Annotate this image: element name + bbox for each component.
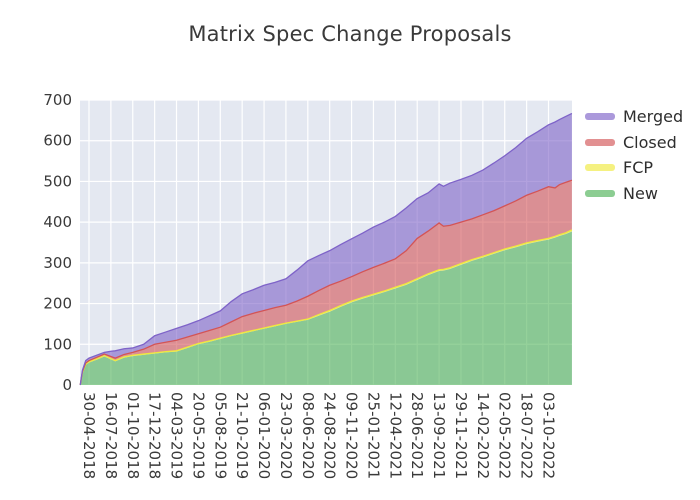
y-tick-labels: 0 100 200 300 400 500 600 700 — [43, 91, 72, 394]
x-tick-label: 23-03-2020 — [277, 392, 295, 479]
x-tick-label: 30-04-2018 — [80, 392, 98, 479]
edge-merged — [79, 112, 573, 386]
y-tick-label: 100 — [43, 335, 72, 353]
x-tick-label: 02-05-2022 — [496, 392, 514, 479]
x-tick-label: 09-11-2020 — [343, 392, 361, 479]
y-tick-label: 300 — [43, 254, 72, 272]
y-tick-label: 700 — [43, 91, 72, 109]
legend-label: FCP — [623, 158, 654, 178]
x-tick-label: 16-07-2018 — [102, 392, 120, 479]
x-tick-label: 28-06-2021 — [408, 392, 426, 479]
x-tick-label: 08-06-2020 — [299, 392, 317, 479]
legend-item-closed: Closed — [585, 134, 683, 151]
x-tick-label: 05-08-2019 — [211, 392, 229, 479]
legend-label: Merged — [623, 107, 684, 126]
legend-item-new: New — [585, 185, 683, 202]
chart-title: Matrix Spec Change Proposals — [188, 22, 512, 46]
x-tick-label: 13-09-2021 — [430, 392, 448, 479]
x-tick-label: 21-10-2019 — [233, 392, 251, 479]
y-tick-label: 500 — [43, 172, 72, 190]
y-tick-label: 600 — [43, 132, 72, 150]
y-tick-label: 400 — [43, 213, 72, 231]
legend-label: New — [623, 183, 658, 203]
y-tick-label: 200 — [43, 295, 72, 313]
legend: Merged Closed FCP New — [585, 108, 683, 210]
x-tick-label: 17-12-2018 — [146, 392, 164, 479]
x-tick-label: 18-07-2022 — [518, 392, 536, 479]
x-tick-label: 24-08-2020 — [321, 392, 339, 479]
area-closed — [80, 180, 572, 385]
x-tick-label: 20-05-2019 — [189, 392, 207, 479]
legend-item-merged: Merged — [585, 108, 683, 125]
legend-label: Closed — [623, 132, 677, 152]
legend-swatch-fcp — [585, 164, 615, 172]
x-tick-labels: 30-04-2018 16-07-2018 01-10-2018 17-12-2018… — [80, 392, 558, 479]
x-tick-label: 01-10-2018 — [124, 392, 142, 479]
x-tick-label: 14-02-2022 — [474, 392, 492, 479]
x-tick-label: 25-01-2021 — [364, 392, 382, 479]
x-tick-label: 29-11-2021 — [452, 392, 470, 479]
area-new — [80, 231, 572, 385]
legend-item-fcp: FCP — [585, 159, 683, 176]
x-tick-label: 03-10-2022 — [540, 392, 558, 479]
edge-closed — [79, 179, 573, 386]
legend-swatch-closed — [585, 138, 615, 146]
legend-swatch-merged — [585, 113, 615, 120]
legend-swatch-new — [585, 189, 615, 197]
x-tick-label: 12-04-2021 — [386, 392, 404, 479]
x-tick-label: 06-01-2020 — [255, 392, 273, 479]
edge-fcp — [79, 229, 573, 386]
y-tick-label: 0 — [62, 376, 72, 394]
x-tick-label: 04-03-2019 — [168, 392, 186, 479]
